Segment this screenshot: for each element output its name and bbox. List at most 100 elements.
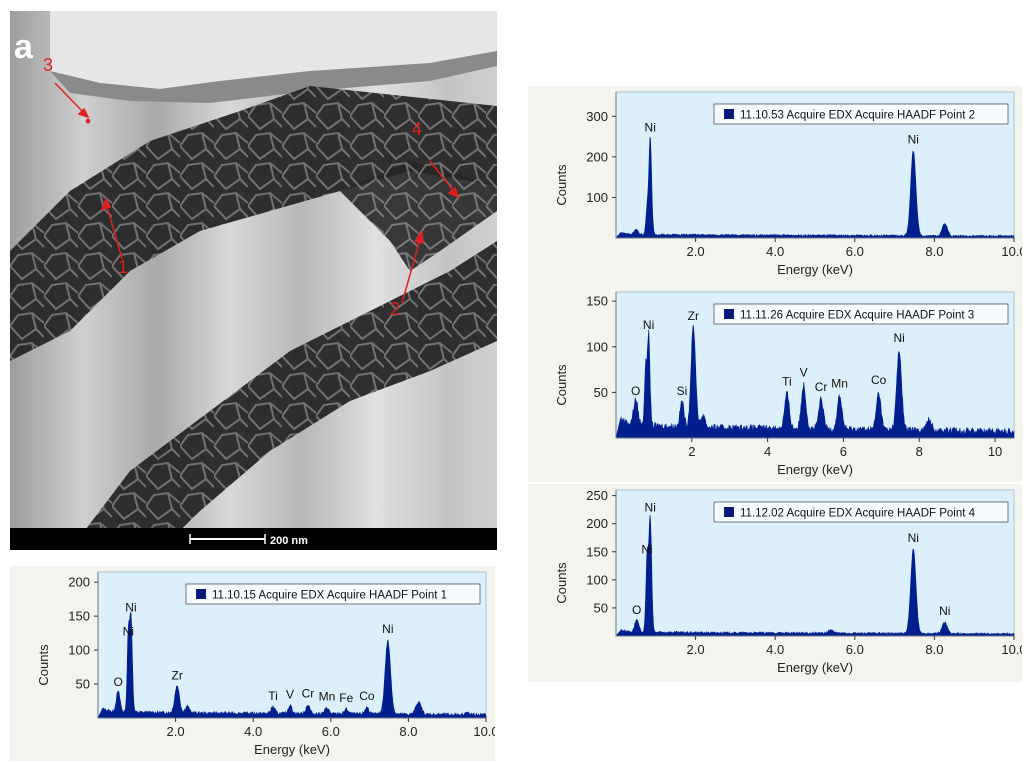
x-tick-label: 2 <box>688 444 695 459</box>
spectrum-panel-e: 50 100 150 200 250 2.0 4.0 6.0 8.0 10.0 Energy (ke… <box>528 484 1022 682</box>
y-tick-label: 150 <box>586 294 608 309</box>
spectrum-panel-b: 50 100 150 200 2.0 4.0 6.0 8.0 10.0 Energy (keV) C… <box>10 566 495 761</box>
peak-label: Ni <box>645 120 656 134</box>
y-tick-label: 100 <box>586 339 608 354</box>
peak-label: Ni <box>123 624 134 638</box>
x-tick-label: 8 <box>916 444 923 459</box>
y-tick-label: 250 <box>586 488 608 503</box>
spectrum-chart-d: 50 100 150 2 4 6 8 10 Energy (keV) Counts 11.11.26… <box>528 286 1022 482</box>
y-tick-label: 200 <box>586 516 608 531</box>
point-label-2: 2 <box>390 299 400 319</box>
x-tick-label: 10.0 <box>473 724 495 739</box>
y-tick-label: 50 <box>76 677 90 692</box>
peak-label: Zr <box>171 668 182 682</box>
panel-letter-a: a <box>14 28 33 66</box>
point-label-3: 3 <box>43 55 53 75</box>
spectrum-chart-e: 50 100 150 200 250 2.0 4.0 6.0 8.0 10.0 Energy (ke… <box>528 484 1022 682</box>
legend-label: 11.11.26 Acquire EDX Acquire HAADF Point… <box>740 310 974 322</box>
y-tick-label: 200 <box>586 149 608 164</box>
y-tick-label: 50 <box>594 600 608 615</box>
peak-label: Fe <box>339 691 353 705</box>
peak-label: Si <box>677 384 688 398</box>
x-axis-label: Energy (keV) <box>777 660 853 675</box>
peak-label: Co <box>359 689 375 703</box>
x-tick-label: 8.0 <box>399 724 417 739</box>
peak-label: O <box>632 603 641 617</box>
legend-box <box>713 303 1009 325</box>
x-tick-label: 6.0 <box>322 724 340 739</box>
y-tick-label: 150 <box>68 609 90 624</box>
legend-swatch <box>724 309 734 319</box>
x-tick-label: 4.0 <box>766 642 784 657</box>
peak-label: Ni <box>939 604 950 618</box>
y-tick-label: 100 <box>586 190 608 205</box>
peak-label: Cr <box>302 687 315 701</box>
y-tick-label: 150 <box>586 544 608 559</box>
peak-label: Ni <box>643 318 654 332</box>
peak-label: Cr <box>815 380 828 394</box>
peak-label: V <box>286 687 294 701</box>
y-tick-label: 300 <box>586 109 608 124</box>
scale-bar-label: 200 nm <box>270 535 308 547</box>
spectrum-panel-d: 50 100 150 2 4 6 8 10 Energy (keV) Counts 11.11.26… <box>528 286 1022 482</box>
peak-label: Ni <box>908 133 919 147</box>
x-axis-label: Energy (keV) <box>777 262 853 277</box>
x-tick-label: 4.0 <box>244 724 262 739</box>
y-axis-label: Counts <box>554 562 569 604</box>
peak-label: Ni <box>908 531 919 545</box>
y-axis-label: Counts <box>554 164 569 206</box>
legend-box <box>185 583 481 605</box>
legend-swatch <box>724 109 734 119</box>
point-label-4: 4 <box>412 119 422 139</box>
x-tick-label: 8.0 <box>925 642 943 657</box>
legend-swatch <box>196 589 206 599</box>
x-tick-label: 4.0 <box>766 244 784 259</box>
x-tick-label: 2.0 <box>167 724 185 739</box>
peak-label: Zr <box>688 309 699 323</box>
x-tick-label: 8.0 <box>925 244 943 259</box>
x-tick-label: 10.0 <box>1001 642 1022 657</box>
x-tick-label: 10 <box>988 444 1002 459</box>
x-tick-label: 4 <box>764 444 771 459</box>
y-axis-label: Counts <box>554 364 569 406</box>
peak-label: O <box>114 675 123 689</box>
point-label-1: 1 <box>118 257 128 277</box>
peak-label: Ti <box>782 375 792 389</box>
peak-label: Mn <box>831 376 848 390</box>
spectrum-series <box>615 515 1015 637</box>
y-tick-label: 50 <box>594 385 608 400</box>
legend-label: 11.10.53 Acquire EDX Acquire HAADF Point… <box>740 110 975 122</box>
legend-label: 11.12.02 Acquire EDX Acquire HAADF Point… <box>740 508 976 520</box>
peak-label: V <box>800 366 808 380</box>
y-tick-label: 100 <box>586 572 608 587</box>
peak-label: O <box>631 384 640 398</box>
peak-label: Ni <box>645 500 656 514</box>
peak-label: Ni <box>893 331 904 345</box>
peak-label: Ni <box>125 600 136 614</box>
x-tick-label: 10.0 <box>1001 244 1022 259</box>
legend-box <box>713 501 1009 523</box>
x-tick-label: 2.0 <box>687 642 705 657</box>
peak-label: Ti <box>268 689 278 703</box>
spectrum-series <box>615 137 1015 239</box>
y-tick-label: 100 <box>68 643 90 658</box>
x-tick-label: 6 <box>840 444 847 459</box>
y-axis-label: Counts <box>36 644 51 686</box>
peak-label: Co <box>871 373 887 387</box>
legend-box <box>713 103 1009 125</box>
peak-label: Mn <box>319 689 336 703</box>
x-axis-label: Energy (keV) <box>254 742 330 757</box>
peak-label: Ni <box>641 542 652 556</box>
x-axis-label: Energy (keV) <box>777 462 853 477</box>
spectrum-chart-c: 100 200 300 2.0 4.0 6.0 8.0 10.0 Energy (keV) Cou… <box>528 86 1022 286</box>
x-tick-label: 6.0 <box>846 244 864 259</box>
legend-swatch <box>724 507 734 517</box>
x-tick-label: 2.0 <box>687 244 705 259</box>
haadf-micrograph: 200 nm 1 2 3 4 <box>10 11 497 550</box>
spectrum-series <box>615 325 1015 439</box>
x-tick-label: 6.0 <box>846 642 864 657</box>
peak-label: Ni <box>382 622 393 636</box>
spectrum-series <box>97 611 487 719</box>
spectrum-panel-c: 100 200 300 2.0 4.0 6.0 8.0 10.0 Energy (keV) Cou… <box>528 86 1022 286</box>
legend-label: 11.10.15 Acquire EDX Acquire HAADF Point… <box>212 590 447 602</box>
